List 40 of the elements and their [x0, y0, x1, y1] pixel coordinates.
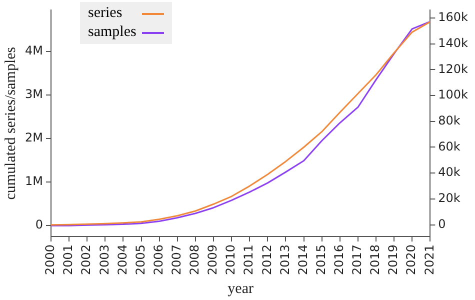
y-tick-label: 1M	[24, 174, 43, 188]
x-tick-label: 2019	[386, 244, 400, 276]
y2-tick-label: 80k	[438, 114, 460, 128]
x-tick-label: 2008	[188, 244, 202, 276]
x-tick-label: 2020	[404, 244, 418, 276]
x-tick-label: 2015	[314, 244, 328, 276]
y2-tick-label: 120k	[438, 62, 468, 76]
y2-tick-label: 160k	[438, 10, 468, 24]
legend-label: series	[88, 4, 122, 23]
y2-tick-label: 0	[438, 216, 446, 231]
x-tick-label: 2010	[224, 244, 238, 276]
x-tick-label: 2021	[422, 244, 436, 276]
y-tick-label: 2M	[24, 130, 43, 145]
x-tick-label: 2005	[133, 244, 148, 276]
x-axis-title: year	[228, 280, 254, 297]
x-tick-label: 2001	[61, 244, 76, 276]
x-tick-label: 2011	[242, 244, 256, 276]
x-tick-label: 2014	[296, 244, 310, 276]
y2-tick-label: 20k	[438, 191, 460, 206]
x-tick-label: 2006	[151, 244, 166, 276]
y2-tick-label: 140k	[438, 36, 468, 50]
y-tick-label: 4M	[24, 44, 43, 58]
x-tick-label: 2002	[79, 244, 94, 276]
y-tick-label: 0	[35, 218, 43, 232]
y-axis-title: cumulated series/samples	[2, 46, 19, 200]
x-tick-label: 2017	[350, 244, 364, 276]
y-tick-label: 3M	[24, 87, 43, 102]
x-tick-label: 2004	[115, 244, 130, 276]
y2-tick-label: 40k	[438, 165, 460, 180]
y2-tick-label: 60k	[438, 139, 460, 154]
x-tick-label: 2018	[368, 244, 382, 276]
legend-label: samples	[88, 23, 136, 42]
x-tick-label: 2013	[278, 244, 292, 276]
x-tick-label: 2012	[260, 244, 274, 276]
x-tick-label: 2000	[43, 244, 58, 276]
x-tick-label: 2003	[97, 244, 112, 276]
y2-tick-label: 100k	[438, 88, 468, 102]
x-tick-label: 2016	[332, 244, 346, 276]
x-tick-label: 2007	[170, 244, 184, 276]
x-tick-label: 2009	[206, 244, 220, 276]
